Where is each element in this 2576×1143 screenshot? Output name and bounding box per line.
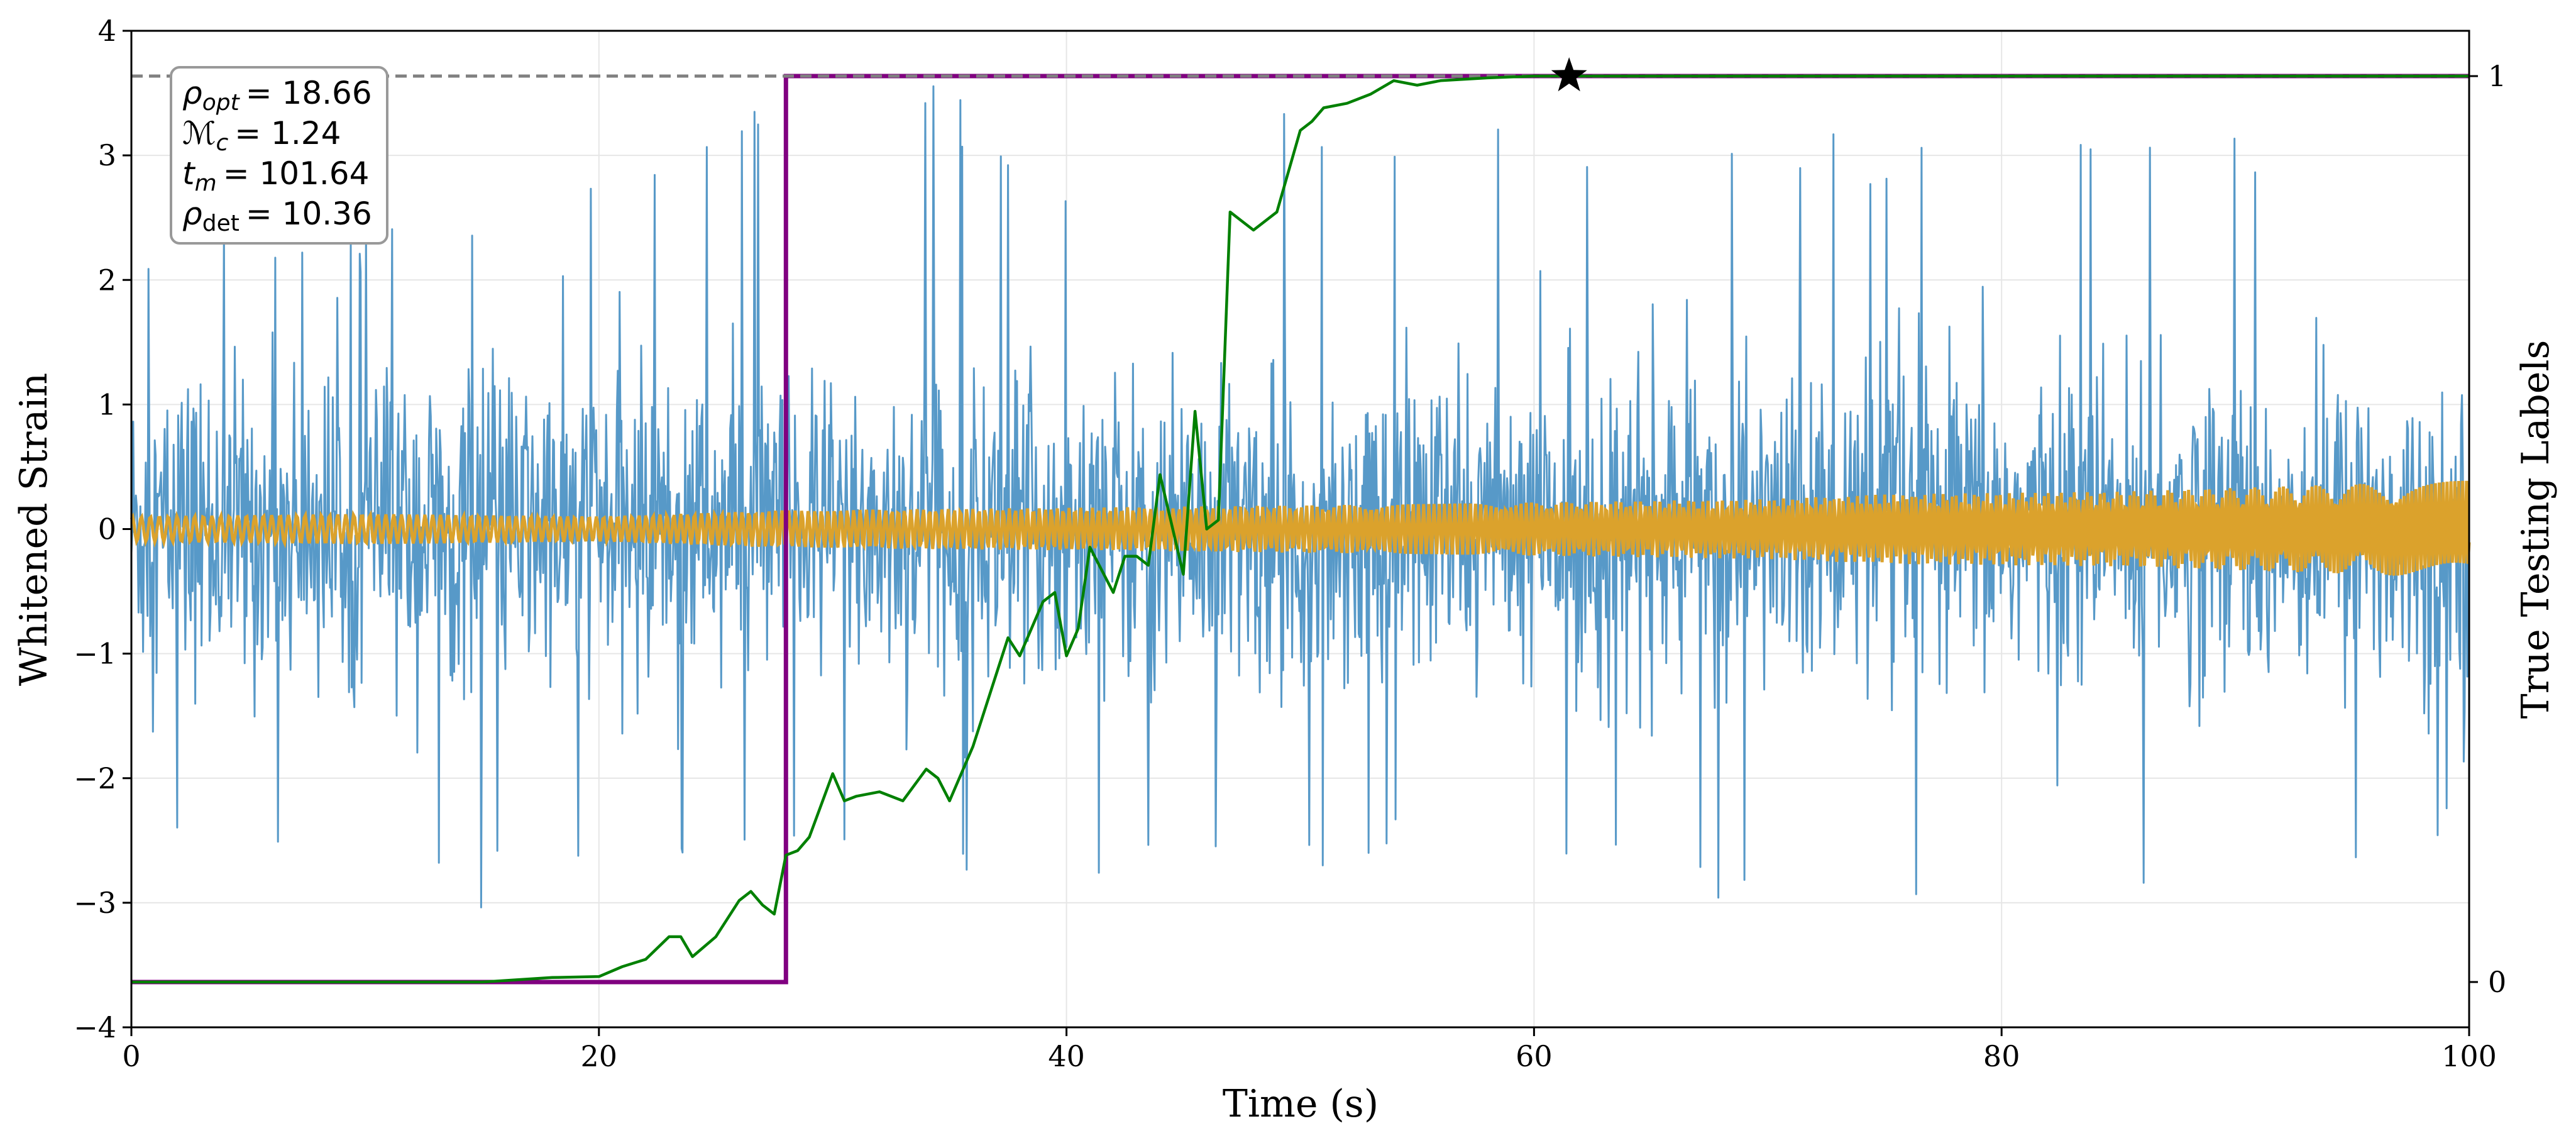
detection-star-marker <box>1551 57 1587 92</box>
x-tick-label: 100 <box>2441 1039 2497 1073</box>
prediction-line <box>131 74 2469 984</box>
x-tick-label: 60 <box>1516 1039 1553 1073</box>
annotation-param-line: ρopt = 18.66 <box>182 75 372 116</box>
y-tick-label: 4 <box>98 14 116 48</box>
annotation-param-line: ℳc = 1.24 <box>182 115 341 156</box>
y-tick-label: 1 <box>98 387 116 421</box>
x-tick-label: 20 <box>581 1039 618 1073</box>
y-axis-title: Whitened Strain <box>12 373 56 686</box>
annotation-box-frame <box>170 66 388 245</box>
y-tick-label: −1 <box>74 637 116 671</box>
annotation-param-line: tm = 101.64 <box>182 155 369 196</box>
y-tick-label: −4 <box>74 1010 116 1044</box>
template-chirp-line <box>129 480 2471 576</box>
y-tick-label: 3 <box>98 138 116 172</box>
y-tick-label: 2 <box>98 263 116 297</box>
x-tick-label: 0 <box>122 1039 140 1073</box>
y2-axis-title: True Testing Labels <box>2514 340 2558 719</box>
y-tick-label: −3 <box>74 886 116 920</box>
y-tick-label: 0 <box>98 512 116 546</box>
template-series <box>129 480 2471 576</box>
x-tick-label: 40 <box>1048 1039 1085 1073</box>
annotation-param-line: ρdet = 10.36 <box>182 196 372 236</box>
x-tick-label: 80 <box>1983 1039 2020 1073</box>
x-axis-title: Time (s) <box>1223 1082 1379 1126</box>
y-tick-label: −2 <box>74 761 116 795</box>
y2-tick-label: 0 <box>2488 965 2506 999</box>
y2-tick-label: 1 <box>2488 59 2506 93</box>
prediction-series <box>131 57 2469 984</box>
